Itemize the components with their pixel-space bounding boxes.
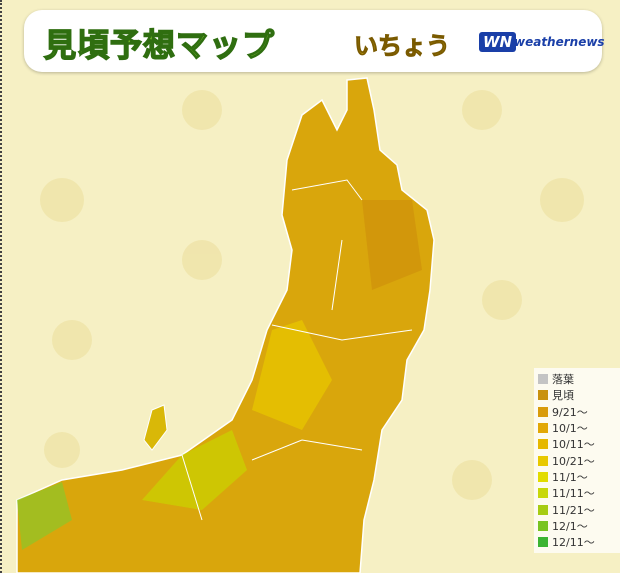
map <box>2 0 620 573</box>
legend-label: 10/21～ <box>552 453 595 469</box>
legend-label: 11/1～ <box>552 469 588 485</box>
legend-swatch <box>538 505 548 515</box>
legend-label: 落葉 <box>552 371 574 387</box>
legend-swatch <box>538 423 548 433</box>
title: 見頃予想マップ <box>44 20 275 66</box>
legend-swatch <box>538 537 548 547</box>
legend-item: 11/1～ <box>538 469 618 485</box>
legend-item: 見頃 <box>538 387 618 403</box>
logo-mark: WN <box>479 32 516 52</box>
legend-label: 12/1～ <box>552 518 588 534</box>
legend-item: 11/21～ <box>538 501 618 517</box>
legend-item: 10/11～ <box>538 436 618 452</box>
legend-label: 11/11～ <box>552 485 595 501</box>
legend-swatch <box>538 407 548 417</box>
legend-item: 落葉 <box>538 371 618 387</box>
legend-item: 11/11～ <box>538 485 618 501</box>
page: 見頃予想マップ いちょう WN weathernews 落葉見頃9/21～10/… <box>0 0 620 573</box>
legend-label: 10/1～ <box>552 420 588 436</box>
legend-item: 12/1～ <box>538 518 618 534</box>
legend-swatch <box>538 439 548 449</box>
legend-swatch <box>538 488 548 498</box>
legend-item: 10/21～ <box>538 452 618 468</box>
legend-item: 10/1～ <box>538 420 618 436</box>
legend-item: 12/11～ <box>538 534 618 550</box>
island <box>144 405 167 450</box>
legend-label: 11/21～ <box>552 502 595 518</box>
legend-item: 9/21～ <box>538 404 618 420</box>
subtitle: いちょう <box>354 26 450 61</box>
legend-swatch <box>538 390 548 400</box>
legend-label: 9/21～ <box>552 404 588 420</box>
legend-label: 12/11～ <box>552 534 595 550</box>
legend-label: 10/11～ <box>552 436 595 452</box>
header: 見頃予想マップ いちょう WN weathernews <box>24 10 602 72</box>
logo-text: weathernews <box>514 35 605 49</box>
legend-swatch <box>538 521 548 531</box>
legend-swatch <box>538 374 548 384</box>
legend-swatch <box>538 472 548 482</box>
legend-label: 見頃 <box>552 387 574 403</box>
legend-swatch <box>538 456 548 466</box>
